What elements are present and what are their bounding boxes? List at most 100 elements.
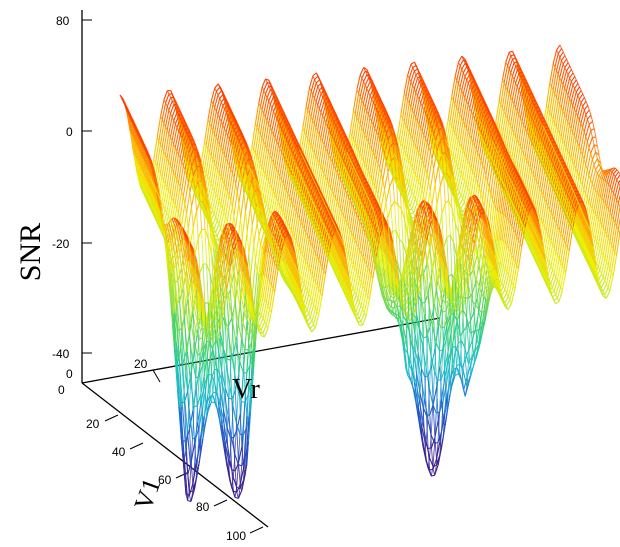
surface-mesh-segment xyxy=(264,180,269,201)
surface-mesh-segment xyxy=(408,139,413,161)
surface-mesh-segment xyxy=(261,78,267,88)
surface-mesh-segment xyxy=(308,94,314,114)
surface-mesh-segment xyxy=(271,114,276,132)
surface-mesh-segment xyxy=(307,91,312,110)
surface-mesh-segment xyxy=(420,109,425,129)
surface-mesh-segment xyxy=(501,62,507,80)
surface-mesh-segment xyxy=(356,124,361,147)
surface-mesh-segment xyxy=(363,74,368,82)
surface-mesh-segment xyxy=(169,104,175,114)
surface-mesh-segment xyxy=(288,149,293,171)
surface-mesh-segment xyxy=(235,284,241,306)
surface-mesh-segment xyxy=(383,133,388,155)
surface-mesh-segment xyxy=(513,110,518,133)
surface-mesh-segment xyxy=(283,138,288,160)
surface-mesh-segment xyxy=(204,119,209,142)
surface-mesh-segment xyxy=(593,158,598,166)
surface-mesh-segment xyxy=(374,98,379,107)
surface-mesh-segment xyxy=(423,98,428,111)
surface-mesh-segment xyxy=(127,115,133,135)
surface-mesh-segment xyxy=(320,144,325,167)
surface-mesh-segment xyxy=(167,197,173,217)
surface-mesh-segment xyxy=(470,97,476,112)
surface-mesh-segment xyxy=(256,134,261,157)
surface-mesh-segment xyxy=(588,137,593,148)
surface-mesh-segment xyxy=(556,44,561,51)
surface-mesh-segment xyxy=(359,81,365,97)
surface-mesh-segment xyxy=(580,97,585,103)
surface-mesh-segment xyxy=(423,336,427,339)
surface-mesh-segment xyxy=(225,165,230,188)
surface-mesh-segment xyxy=(560,88,566,108)
surface-mesh-segment xyxy=(265,184,271,204)
surface-mesh-segment xyxy=(552,97,557,120)
surface-mesh-segment xyxy=(431,183,436,206)
surface-mesh-segment xyxy=(223,161,229,184)
surface-mesh-segment xyxy=(371,105,376,122)
surface-mesh-segment xyxy=(207,100,212,120)
y-tick-label: 0 xyxy=(58,383,65,397)
y-tick-label: 60 xyxy=(158,473,172,487)
surface-mesh-segment xyxy=(586,130,592,142)
surface-mesh-segment xyxy=(182,148,188,166)
surface-mesh-segment xyxy=(259,141,265,164)
surface-mesh-segment xyxy=(274,121,279,139)
surface-mesh-segment xyxy=(186,137,192,159)
surface-mesh-segment xyxy=(308,120,314,143)
surface-mesh-segment xyxy=(215,173,220,195)
surface-mesh-segment xyxy=(163,90,168,100)
surface-mesh-segment xyxy=(408,85,414,104)
surface-mesh-segment xyxy=(155,201,161,222)
surface-mesh-segment xyxy=(150,190,156,211)
surface-mesh-segment xyxy=(438,150,444,169)
surface-mesh-segment xyxy=(174,114,180,125)
surface-mesh-segment xyxy=(257,137,263,160)
surface-mesh-segment xyxy=(223,135,229,155)
surface-mesh-segment xyxy=(184,135,190,146)
surface-mesh-segment xyxy=(217,90,222,96)
surface-mesh-segment xyxy=(320,100,325,113)
surface-mesh-segment xyxy=(461,76,466,91)
surface-mesh-segment xyxy=(467,76,473,84)
y-axis-line xyxy=(81,382,269,528)
surface-mesh-segment xyxy=(570,88,576,103)
surface-mesh-segment xyxy=(144,176,149,197)
surface-mesh-segment xyxy=(459,150,464,171)
surface-mesh-segment xyxy=(264,151,269,174)
surface-mesh-segment xyxy=(213,114,219,134)
surface-mesh-segment xyxy=(557,107,562,130)
surface-mesh-segment xyxy=(514,142,520,165)
surface-mesh-segment xyxy=(321,122,327,142)
surface-mesh-segment xyxy=(217,147,222,170)
surface-mesh-segment xyxy=(462,128,467,151)
surface-mesh-segment xyxy=(462,66,468,74)
surface-mesh-segment xyxy=(225,107,230,113)
surface-mesh-segment xyxy=(207,183,212,200)
surface-mesh-segment xyxy=(552,49,558,64)
surface-mesh-segment xyxy=(519,100,525,119)
surface-mesh-segment xyxy=(465,164,471,185)
surface-mesh-segment xyxy=(254,102,260,124)
surface-mesh-segment xyxy=(509,103,515,126)
surface-mesh-segment xyxy=(429,129,434,148)
surface-mesh-segment xyxy=(454,110,459,133)
surface-mesh-segment xyxy=(457,69,463,84)
surface-mesh-segment xyxy=(565,77,571,92)
surface-mesh-segment xyxy=(324,97,329,117)
surface-mesh-segment xyxy=(221,158,227,181)
surface-mesh-segment xyxy=(171,204,176,224)
surface-mesh-segment xyxy=(320,119,325,138)
surface-mesh-segment xyxy=(254,235,260,261)
surface-mesh-segment xyxy=(377,105,383,114)
surface-mesh-segment xyxy=(472,100,477,116)
surface-mesh-segment xyxy=(271,137,276,159)
surface-mesh-segment xyxy=(142,173,148,194)
surface-mesh-segment xyxy=(411,117,417,140)
surface-mesh-segment xyxy=(259,90,265,107)
surface-mesh-segment xyxy=(254,130,260,154)
surface-mesh-segment xyxy=(441,202,446,214)
surface-mesh-segment xyxy=(226,358,231,361)
surface-mesh-segment xyxy=(166,137,171,159)
surface-mesh-segment xyxy=(375,116,381,132)
surface-mesh-segment xyxy=(572,91,577,106)
